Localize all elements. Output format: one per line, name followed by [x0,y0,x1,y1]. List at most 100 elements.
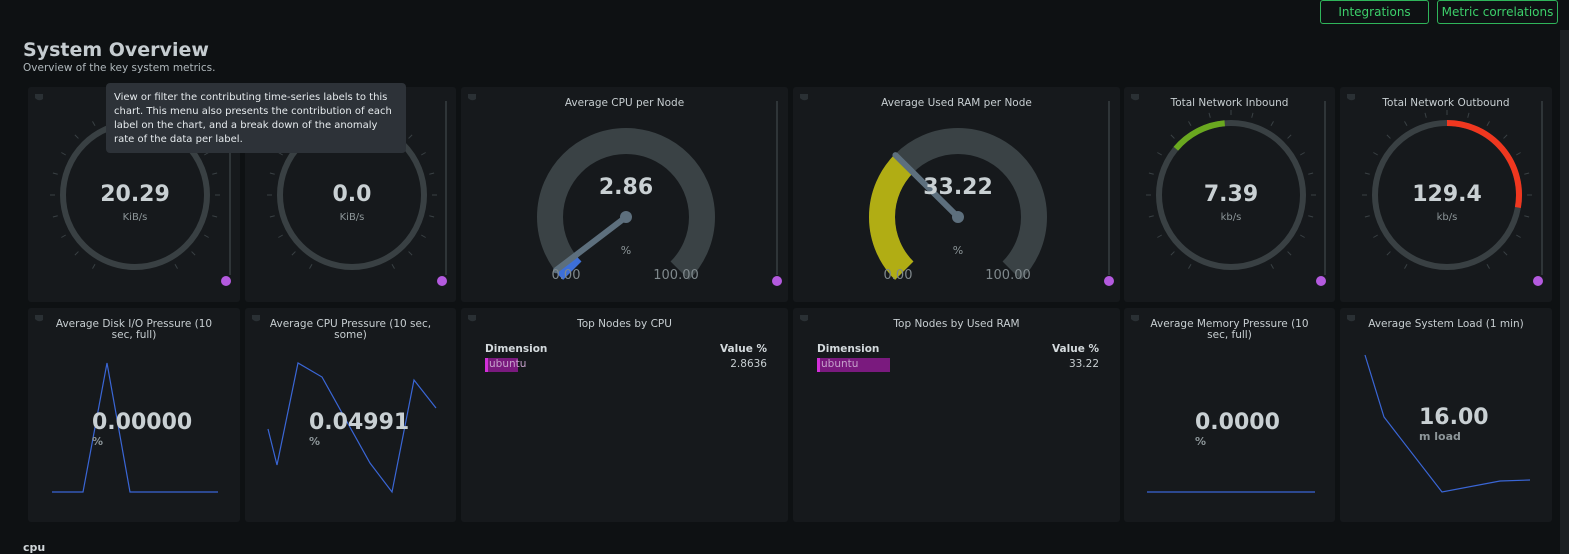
gauge-tick [408,251,413,256]
gauge-tick [421,234,426,238]
gauge-tick [1524,215,1530,218]
gauge-tick [1373,234,1378,238]
gauge-value: 7.39 [1203,182,1259,207]
panel: Top Nodes by Used RAM Dimension Value % ubu… [793,308,1120,522]
gauge-tick [1251,112,1254,118]
gauge-value: 20.29 [100,182,170,207]
dial-min: 0.00 [551,268,581,283]
gauge-tick [1503,134,1508,139]
gauge-unit: kb/s [1220,212,1242,223]
gauge-tick [191,251,196,256]
panel-graphics [468,315,476,322]
gauge-ring [1156,120,1306,270]
dial-needle [892,152,961,220]
gauge-value: 129.4 [1412,182,1482,207]
panel-title: Total Network Outbound [1382,97,1510,109]
row-bar [485,358,518,372]
panel-unit: % [92,435,104,448]
panel: Average Used RAM per Node 33.22% 0.00 100.0… [793,87,1120,302]
column-header: Value % [719,343,767,355]
gauge-tick [174,264,178,269]
panel-icon [252,315,260,322]
anomaly-icon [1316,276,1326,286]
section-title: System Overview [23,39,209,61]
panel-title: Average Used RAM per Node [881,97,1032,109]
panel-graphics [1131,94,1326,286]
anomaly-icon [1104,276,1114,286]
panel-title: Average CPU Pressure (10 sec, some) [269,318,432,341]
anomaly-icon [1533,276,1543,286]
metric-correlations-button[interactable]: Metric correlations [1437,0,1558,24]
panel-icon [35,94,43,101]
row-value: 2.8636 [730,358,767,370]
gauge-tick [92,121,96,126]
dial-hub [952,211,964,223]
dial-unit: % [952,244,964,257]
sparkline [1364,354,1531,493]
scrollbar [1560,30,1569,554]
gauge-tick [1424,112,1427,118]
column-header: Value % [1051,343,1099,355]
panel: Average CPU per Node 2.86% 0.00 100.00 [461,87,788,302]
gauge-unit: KiB/s [339,212,365,223]
panel: Total Network Inbound 7.39 kb/s [1124,87,1335,302]
row-bar [817,358,890,372]
gauge-tick [1524,172,1530,175]
gauge-tick [1467,112,1470,118]
gauge-tick [52,172,58,175]
gauge-tick [1300,152,1305,156]
button-label: Integrations [1338,5,1411,19]
panel-icon [800,315,808,322]
panel-title: Average CPU per Node [564,97,685,109]
row-label: ubuntu [489,358,527,370]
panel: Total Network Outbound 129.4 kb/s [1340,87,1552,302]
gauge-tick [1270,264,1274,269]
gauge-tick [1300,234,1305,238]
gauge-tick [1208,112,1211,118]
panel-graphics [252,315,437,494]
gauge-tick [1157,152,1162,156]
gauge-tick [1188,264,1192,269]
gauge-unit: KiB/s [122,212,148,223]
gauge-tick [1486,121,1490,126]
button-label: Metric correlations [1441,5,1554,19]
dial-hub [620,211,632,223]
panel: Average CPU Pressure (10 sec, some) 0.049… [245,308,456,522]
panel-title: Total Network Inbound [1170,97,1289,109]
gauge-tick [269,215,275,218]
gauge-tick [1486,264,1490,269]
gauge-unit: kb/s [1436,212,1458,223]
gauge-tick [1386,251,1391,256]
panel-unit: % [309,435,321,448]
panel-value: 0.04991 [309,410,410,435]
gauge-tick [92,264,96,269]
gauge-tick [1148,172,1154,175]
column-header: Dimension [485,343,548,355]
panel-graphics [468,94,782,286]
gauge-tick [74,251,79,256]
gauge-tick [1364,172,1370,175]
row-label: ubuntu [821,358,859,370]
integrations-button[interactable]: Integrations [1320,0,1429,24]
gauge-tick [269,172,275,175]
gauge-tick [1188,121,1192,126]
gauge-tick [309,264,313,269]
panel-title: Average System Load (1 min) [1368,318,1524,330]
panel-value: 0.00000 [92,410,193,435]
panel-value: 16.00 [1419,405,1489,430]
next-section-title: cpu [23,541,46,554]
panel-icon [1131,94,1139,101]
gauge-tick [1148,215,1154,218]
panel-icon [1131,315,1139,322]
panel-graphics [35,315,218,493]
dial-max: 100.00 [653,268,699,283]
gauge-tick [429,172,435,175]
anomaly-icon [772,276,782,286]
dial-value: 33.22 [923,175,993,200]
gauge-tick [1516,234,1521,238]
gauge-tick [1364,215,1370,218]
dial-needle [552,214,629,274]
panel: Top Nodes by CPU Dimension Value % ubuntu 2.… [461,308,788,522]
gauge-tick [52,215,58,218]
gauge-tick [1404,121,1408,126]
